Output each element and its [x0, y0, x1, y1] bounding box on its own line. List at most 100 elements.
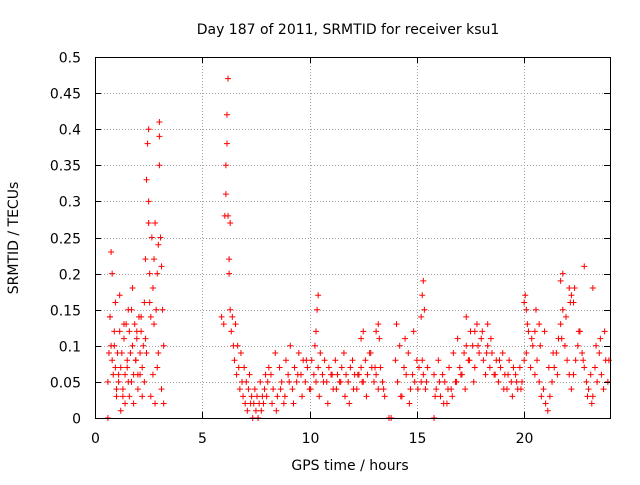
data-point — [454, 335, 461, 342]
data-point — [263, 393, 270, 400]
data-point — [505, 371, 512, 378]
data-point — [108, 248, 115, 255]
data-point — [534, 357, 541, 364]
data-point — [559, 306, 566, 313]
data-point — [126, 393, 133, 400]
data-point — [302, 378, 309, 385]
data-point — [116, 292, 123, 299]
data-point — [512, 371, 519, 378]
data-point — [338, 364, 345, 371]
data-point — [160, 342, 167, 349]
data-point — [598, 371, 605, 378]
data-point — [541, 328, 548, 335]
data-point — [140, 342, 147, 349]
data-point — [469, 342, 476, 349]
data-point — [532, 306, 539, 313]
data-point — [131, 321, 138, 328]
data-point — [457, 371, 464, 378]
data-point — [581, 263, 588, 270]
data-point — [314, 306, 321, 313]
data-point — [423, 378, 430, 385]
data-point — [536, 378, 543, 385]
data-point — [346, 400, 353, 407]
data-point — [145, 198, 152, 205]
data-point — [334, 371, 341, 378]
y-tick-label: 0.3 — [59, 195, 81, 211]
data-point — [244, 407, 251, 414]
data-point — [362, 357, 369, 364]
data-point — [340, 350, 347, 357]
data-point — [240, 393, 247, 400]
data-point — [345, 378, 352, 385]
x-tick-label: 15 — [409, 431, 427, 447]
data-point — [241, 364, 248, 371]
data-point — [462, 386, 469, 393]
data-point — [406, 400, 413, 407]
data-point — [350, 386, 357, 393]
data-point — [315, 364, 322, 371]
data-point — [119, 386, 126, 393]
data-point — [245, 386, 252, 393]
data-point — [572, 357, 579, 364]
data-point — [495, 378, 502, 385]
data-point — [277, 386, 284, 393]
data-point — [222, 162, 229, 169]
data-point — [600, 386, 607, 393]
data-point — [311, 342, 318, 349]
data-point — [113, 393, 120, 400]
data-point — [363, 393, 370, 400]
data-point — [281, 393, 288, 400]
data-point — [393, 321, 400, 328]
data-point — [439, 371, 446, 378]
data-point — [525, 328, 532, 335]
data-point — [405, 350, 412, 357]
data-point — [237, 350, 244, 357]
data-point — [148, 234, 155, 241]
data-point — [120, 321, 127, 328]
data-point — [419, 357, 426, 364]
data-point — [373, 328, 380, 335]
data-point — [509, 393, 516, 400]
data-point — [133, 335, 140, 342]
data-point — [153, 306, 160, 313]
data-point — [146, 299, 153, 306]
data-point — [597, 335, 604, 342]
data-point — [307, 386, 314, 393]
y-tick-label: 0 — [72, 412, 81, 428]
data-point — [531, 371, 538, 378]
data-point — [508, 378, 515, 385]
data-point — [583, 378, 590, 385]
data-point — [584, 393, 591, 400]
data-point — [446, 364, 453, 371]
data-point — [138, 313, 145, 320]
data-point — [105, 350, 112, 357]
data-point — [299, 393, 306, 400]
x-tick-labels: 0 5 10 15 20 — [91, 431, 533, 447]
data-point — [471, 364, 478, 371]
data-point — [313, 378, 320, 385]
data-point — [517, 386, 524, 393]
data-point — [413, 357, 420, 364]
data-point — [278, 378, 285, 385]
data-point — [233, 371, 240, 378]
data-point — [152, 220, 159, 227]
data-point — [510, 364, 517, 371]
data-point — [125, 306, 132, 313]
data-point — [431, 371, 438, 378]
data-point — [529, 342, 536, 349]
data-point — [295, 350, 302, 357]
data-point — [156, 133, 163, 140]
data-point — [568, 386, 575, 393]
data-point — [377, 364, 384, 371]
data-point — [449, 393, 456, 400]
data-point — [126, 328, 133, 335]
data-point — [418, 313, 425, 320]
data-point — [154, 364, 161, 371]
data-point — [152, 400, 159, 407]
data-point — [484, 321, 491, 328]
data-point — [420, 371, 427, 378]
data-point — [151, 321, 158, 328]
data-point — [112, 299, 119, 306]
data-point — [604, 378, 611, 385]
data-point — [139, 364, 146, 371]
